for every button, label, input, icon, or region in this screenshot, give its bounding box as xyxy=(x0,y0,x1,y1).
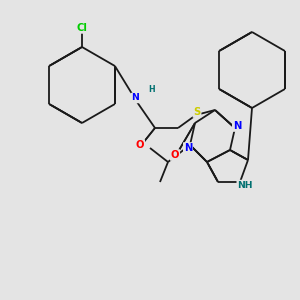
Text: O: O xyxy=(136,140,144,150)
Text: Cl: Cl xyxy=(76,23,87,33)
Text: N: N xyxy=(184,143,192,153)
Text: O: O xyxy=(171,150,179,160)
Text: NH: NH xyxy=(237,181,253,190)
Text: N: N xyxy=(131,94,139,103)
Text: H: H xyxy=(149,85,155,94)
Text: S: S xyxy=(194,107,201,117)
Text: N: N xyxy=(233,121,241,131)
